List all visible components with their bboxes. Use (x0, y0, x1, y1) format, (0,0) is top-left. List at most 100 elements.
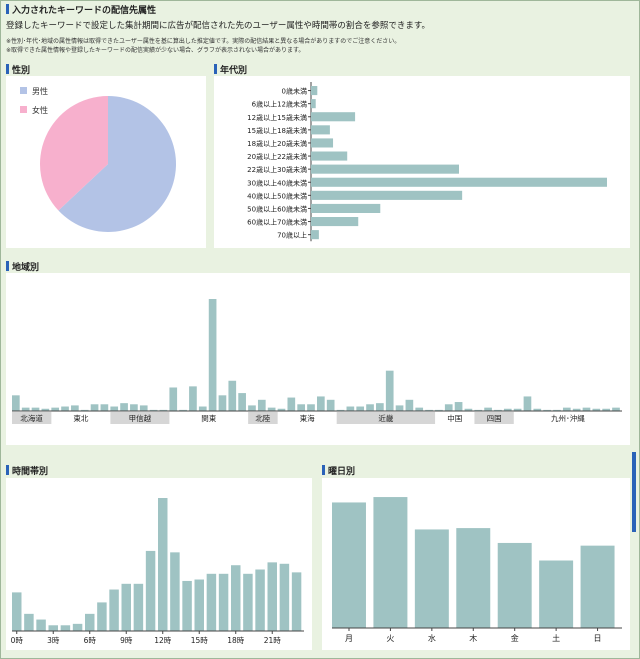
weekday-chart-card: 月火水木金土日 (322, 478, 630, 650)
page-description: 登録したキーワードで設定した集計期間に広告が配信された先のユーザー属性や時間帯の… (6, 21, 430, 31)
hour-bar-9 (109, 589, 119, 631)
hour-chart-card: 0時 3時 6時 9時 12時 15時 18時 21時 (6, 478, 312, 650)
region-bar-3 (31, 407, 40, 411)
age-label-12: 70歳以上 (277, 231, 307, 240)
hour-bar-8 (97, 602, 107, 631)
region-bar-34 (336, 409, 345, 411)
region-bar-9 (90, 404, 99, 411)
region-bar-1 (12, 395, 20, 411)
age-bar-8 (311, 177, 607, 187)
hour-tick-label-1: 0時 (11, 636, 24, 645)
hour-bar-18 (218, 573, 229, 631)
region-bar-23 (228, 380, 237, 411)
hour-bar-22 (267, 562, 277, 631)
region-bar-30 (297, 404, 305, 411)
age-label-1: 0歳未満 (282, 87, 307, 96)
weekday-bar-5 (497, 542, 532, 628)
hour-bar-3 (36, 619, 46, 631)
age-label-2: 6歳以上12歳未満 (252, 100, 307, 109)
weekday-label-1: 月 (345, 634, 353, 643)
region-bar-31 (307, 404, 315, 411)
region-bar-18 (179, 409, 187, 411)
region-bar-29 (287, 397, 296, 411)
age-bar-7 (311, 164, 459, 174)
region-bar-26 (257, 399, 266, 411)
region-bar-36 (356, 406, 365, 411)
age-bar-6 (311, 151, 348, 161)
region-label-3: 甲信越 (129, 413, 152, 423)
hour-tick-label-4: 9時 (120, 636, 133, 645)
region-bar-27 (267, 407, 276, 411)
region-bar-10 (100, 404, 109, 411)
region-bar-49 (484, 407, 492, 411)
age-label-11: 60歳以上70歳未満 (247, 218, 307, 227)
region-bar-51 (503, 408, 512, 411)
weekday-label-6: 土 (552, 633, 560, 643)
hour-bar-2 (24, 613, 34, 631)
hour-bar-12 (145, 550, 156, 631)
age-bar-10 (311, 203, 381, 213)
region-bar-13 (130, 404, 138, 411)
region-bar-21 (208, 299, 217, 411)
scrollbar-indicator[interactable] (632, 452, 636, 532)
legend-swatch-2 (20, 106, 27, 113)
age-chart-card: 0歳未満 6歳以上12歳未満 12歳以上15歳未満 15歳以上18歳未満 18歳以上20… (214, 76, 630, 248)
hour-bar-chart: 0時 3時 6時 9時 12時 15時 18時 21時 (11, 498, 304, 645)
region-bar-59 (582, 407, 591, 411)
region-bar-57 (562, 407, 571, 411)
age-bar-12 (311, 230, 319, 240)
age-label-6: 20歳以上22歳未満 (247, 152, 307, 161)
weekday-label-4: 木 (469, 633, 477, 643)
hour-bar-14 (170, 552, 180, 631)
region-bar-33 (326, 399, 335, 411)
region-bar-62 (612, 407, 620, 411)
weekday-bar-6 (539, 560, 574, 628)
region-bar-chart: 北海道 東北 甲信越 関東 北陸 東海 近畿 中国 四国 九州･沖縄 (12, 299, 622, 424)
age-bar-4 (311, 125, 330, 135)
region-bar-58 (572, 408, 581, 411)
region-bar-7 (71, 405, 79, 411)
weekday-bar-1 (332, 502, 366, 628)
pie-slice-2 (40, 96, 108, 211)
region-bar-47 (464, 408, 473, 411)
age-bar-11 (311, 217, 359, 227)
weekday-label-3: 水 (428, 633, 436, 643)
region-bar-44 (435, 409, 443, 411)
hour-tick-label-6: 15時 (191, 636, 209, 645)
hour-bar-6 (72, 623, 83, 631)
weekday-bar-3 (414, 529, 449, 628)
age-bar-chart: 0歳未満 6歳以上12歳未満 12歳以上15歳未満 15歳以上18歳未満 18歳以上20… (247, 82, 607, 242)
region-bar-4 (41, 408, 50, 411)
hour-bar-20 (243, 573, 253, 631)
region-section-title: 地域別 (6, 260, 39, 273)
hour-tick-label-3: 6時 (84, 636, 97, 645)
region-bar-12 (120, 403, 128, 411)
page-title: 入力されたキーワードの配信先属性 (6, 3, 156, 16)
region-bar-38 (376, 403, 384, 411)
hour-tick-label-2: 3時 (47, 636, 60, 645)
region-label-10: 九州･沖縄 (551, 413, 585, 423)
region-bar-5 (51, 407, 60, 411)
hour-tick-label-8: 21時 (264, 636, 282, 645)
hour-bar-1 (12, 592, 22, 631)
region-bar-60 (592, 408, 601, 411)
region-label-6: 東海 (300, 413, 315, 423)
legend-label-1: 男性 (32, 86, 48, 96)
region-bar-50 (494, 409, 502, 411)
region-bar-16 (159, 409, 168, 411)
weekday-bar-2 (373, 497, 408, 628)
hour-bar-4 (48, 625, 58, 631)
legend-swatch-1 (20, 87, 27, 94)
region-band-3 (110, 412, 170, 424)
region-label-5: 北陸 (255, 413, 270, 423)
region-bar-2 (21, 407, 30, 411)
gender-chart-card: 男性 女性 (6, 76, 206, 248)
region-bar-56 (553, 409, 561, 411)
legend-label-2: 女性 (32, 105, 48, 115)
region-band-7 (336, 412, 436, 424)
region-bar-54 (533, 408, 542, 411)
region-bar-22 (218, 395, 227, 411)
region-bar-45 (444, 404, 453, 411)
region-bar-17 (169, 387, 178, 411)
age-bar-3 (311, 112, 356, 122)
